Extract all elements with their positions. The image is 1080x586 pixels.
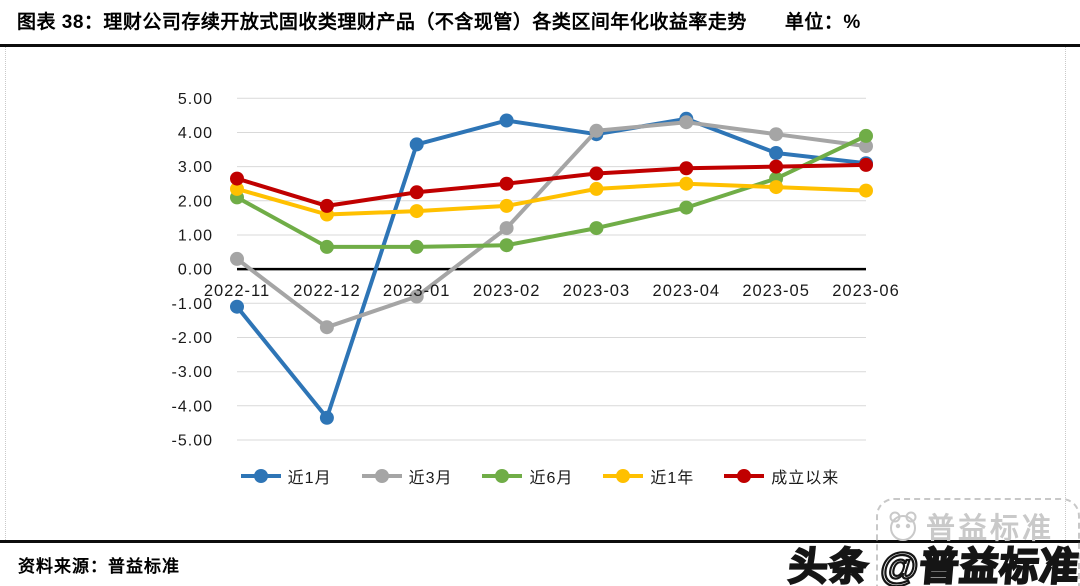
- chart-legend: 近1月 近3月 近6月 近1年 成立以来: [0, 464, 1080, 488]
- data-point-成立以来: [230, 171, 244, 186]
- data-point-近3月: [319, 320, 334, 335]
- source-note: 资料来源：普益标准: [18, 557, 180, 576]
- x-tick-label: 2023-06: [832, 282, 900, 300]
- y-tick-label: 1.00: [178, 228, 213, 245]
- data-point-近3月: [230, 251, 244, 266]
- data-point-成立以来: [589, 166, 604, 181]
- x-tick-label: 2023-02: [473, 282, 541, 300]
- data-point-近3月: [679, 115, 694, 130]
- y-tick-label: -2.00: [172, 330, 213, 347]
- data-point-近1年: [859, 183, 873, 198]
- data-point-近3月: [769, 127, 784, 142]
- legend-item-成立以来: 成立以来: [724, 464, 839, 488]
- data-point-近3月: [499, 221, 514, 236]
- series-line-近1年: [236, 181, 867, 217]
- bottom-rule: [0, 540, 1080, 543]
- data-point-近1年: [499, 198, 514, 213]
- panda-logo-icon: [889, 511, 917, 541]
- y-tick-label: -3.00: [172, 364, 213, 381]
- data-point-近6月: [319, 239, 334, 254]
- data-point-近3月: [409, 289, 424, 304]
- y-tick-label: 4.00: [178, 125, 213, 142]
- data-point-近1月: [319, 410, 334, 425]
- data-point-近6月: [859, 128, 873, 143]
- x-tick-label: 2022-12: [293, 282, 361, 300]
- y-tick-label: 0.00: [178, 262, 213, 279]
- data-point-近3月: [859, 139, 873, 154]
- data-point-近6月: [409, 239, 424, 254]
- x-tick-label: 2023-04: [653, 282, 721, 300]
- figure-caption: 图表 38：理财公司存续开放式固收类理财产品（不含现管）各类区间年化收益率走势 单…: [17, 7, 861, 34]
- data-point-近1月: [499, 113, 514, 128]
- legend-item-近3月: 近3月: [361, 464, 453, 488]
- data-point-成立以来: [769, 159, 784, 174]
- legend-marker-icon: [361, 469, 402, 483]
- legend-item-近1年: 近1年: [603, 464, 694, 488]
- legend-label: 近6月: [529, 470, 574, 487]
- series-line-成立以来: [236, 162, 867, 208]
- x-tick-label: 2023-05: [742, 282, 810, 300]
- data-point-近1年: [769, 180, 784, 195]
- chart-panel: [5, 47, 1066, 540]
- data-point-近6月: [679, 200, 694, 215]
- x-tick-label: 2022-11: [204, 282, 270, 300]
- data-point-近1年: [409, 204, 424, 219]
- data-point-成立以来: [409, 185, 424, 200]
- legend-marker-icon: [603, 469, 644, 483]
- watermark-border: [876, 498, 1080, 586]
- watermark-toutiao: 头条 @普益标准: [786, 545, 1080, 586]
- line-chart: -5.00 -4.00 -3.00 -2.00 -1.00 0.00 1.00 2.00 3.0…: [172, 91, 900, 450]
- data-point-近1年: [589, 181, 604, 196]
- figure-caption-text: 图表 38：理财公司存续开放式固收类理财产品（不含现管）各类区间年化收益率走势: [17, 12, 747, 33]
- series-line-近1月: [235, 116, 867, 420]
- data-point-近1年: [230, 181, 244, 196]
- series-line-近6月: [236, 134, 867, 249]
- legend-label: 成立以来: [771, 470, 840, 487]
- y-tick-label: 5.00: [178, 91, 213, 108]
- data-point-近3月: [589, 123, 604, 138]
- data-point-成立以来: [319, 198, 334, 213]
- data-point-近1月: [769, 146, 784, 160]
- x-tick-label: 2023-03: [563, 282, 631, 300]
- top-rule: [0, 44, 1080, 47]
- legend-marker-icon: [724, 469, 765, 483]
- watermark-pyb-text: 普益标准: [926, 513, 1055, 545]
- data-point-近1月: [230, 299, 244, 314]
- legend-marker-icon: [482, 469, 523, 483]
- data-point-成立以来: [499, 176, 514, 191]
- data-point-近6月: [589, 221, 604, 236]
- y-tick-label: 2.00: [178, 193, 213, 210]
- data-point-成立以来: [859, 157, 873, 172]
- legend-marker-icon: [240, 469, 281, 483]
- data-point-成立以来: [679, 161, 694, 176]
- x-tick-label: 2023-01: [383, 282, 451, 300]
- y-tick-label: -5.00: [172, 433, 213, 450]
- data-point-近6月: [499, 238, 514, 253]
- legend-item-近6月: 近6月: [482, 464, 573, 488]
- legend-label: 近3月: [408, 470, 453, 487]
- legend-label: 近1年: [650, 470, 695, 487]
- y-tick-label: -1.00: [172, 296, 213, 313]
- legend-label: 近1月: [287, 470, 332, 487]
- y-tick-label: -4.00: [172, 398, 213, 415]
- unit-label: 单位：%: [784, 12, 861, 33]
- data-point-近1月: [409, 137, 424, 152]
- y-tick-label: 3.00: [178, 159, 213, 176]
- data-point-近1年: [679, 176, 694, 191]
- legend-item-近1月: 近1月: [240, 464, 332, 488]
- watermark-pyb: 普益标准: [886, 505, 1054, 547]
